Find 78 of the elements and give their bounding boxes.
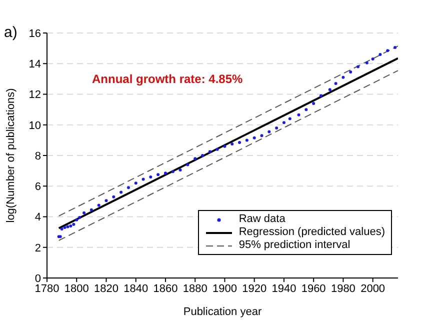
point <box>75 218 78 222</box>
point <box>112 195 116 198</box>
point <box>97 204 100 207</box>
x-axis-title: Publication year <box>183 306 262 318</box>
point <box>378 52 382 56</box>
legend-label: 95% prediction interval <box>238 239 350 252</box>
x-tick-label: 1860 <box>153 282 178 295</box>
point <box>238 140 242 144</box>
point <box>282 121 286 124</box>
point <box>104 199 108 202</box>
y-tick-label: 4 <box>34 212 41 224</box>
point <box>260 134 264 138</box>
point <box>334 82 338 86</box>
point <box>149 175 152 178</box>
point <box>69 224 72 228</box>
point <box>171 170 174 174</box>
point <box>223 144 226 148</box>
point <box>288 117 292 120</box>
x-tick-label: 1900 <box>212 282 237 295</box>
point <box>386 49 390 52</box>
point <box>66 225 70 228</box>
point <box>142 178 145 181</box>
annotation: Annual growth rate: 4.85% <box>92 72 243 86</box>
y-tick-label: 2 <box>34 242 41 254</box>
legend-label: Regression (predicted values) <box>238 226 385 239</box>
point <box>365 61 368 64</box>
point <box>304 108 308 112</box>
point <box>349 70 352 74</box>
point <box>356 65 360 68</box>
point <box>312 102 316 105</box>
point <box>297 113 300 116</box>
point <box>319 94 322 98</box>
point <box>194 157 197 160</box>
point <box>126 186 130 190</box>
point <box>208 150 212 154</box>
point <box>120 190 123 194</box>
point <box>156 173 160 176</box>
x-tick-label: 1780 <box>34 282 60 295</box>
y-tick-label: 16 <box>28 28 41 40</box>
y-tick-label: 8 <box>34 150 41 162</box>
y-tick-label: 10 <box>28 120 41 132</box>
x-tick-label: 1980 <box>330 282 356 295</box>
point <box>216 148 219 151</box>
point <box>394 46 397 50</box>
point <box>82 211 86 214</box>
legend-label: Raw data <box>238 213 286 226</box>
point <box>371 58 374 61</box>
point <box>90 208 93 212</box>
point <box>186 163 190 166</box>
x-tick-label: 2000 <box>360 282 386 295</box>
point <box>252 136 256 140</box>
point <box>230 142 234 146</box>
point <box>60 228 64 230</box>
x-tick-label: 1880 <box>182 282 208 295</box>
x-tick-label: 1820 <box>94 282 118 295</box>
x-tick-label: 1920 <box>242 282 267 295</box>
point <box>201 154 204 157</box>
point <box>164 172 167 175</box>
point <box>78 216 82 220</box>
point <box>268 130 271 134</box>
x-tick-label: 1940 <box>272 282 296 295</box>
x-tick-label: 1960 <box>301 282 326 295</box>
x-tick-label: 1800 <box>64 282 89 295</box>
x-tick-label: 1840 <box>124 282 148 295</box>
y-axis-title: log(Number of publications) <box>4 88 17 223</box>
point <box>275 126 278 130</box>
point <box>342 76 345 79</box>
chart-title: a) <box>4 24 18 41</box>
y-tick-label: 12 <box>28 89 41 102</box>
y-tick-label: 0 <box>34 272 41 285</box>
y-tick-label: 14 <box>28 58 41 71</box>
y-tick-label: 6 <box>34 181 41 194</box>
point <box>134 182 138 185</box>
point <box>72 222 76 226</box>
point <box>63 226 66 229</box>
point <box>245 138 248 142</box>
point <box>328 88 332 92</box>
point <box>178 168 182 172</box>
